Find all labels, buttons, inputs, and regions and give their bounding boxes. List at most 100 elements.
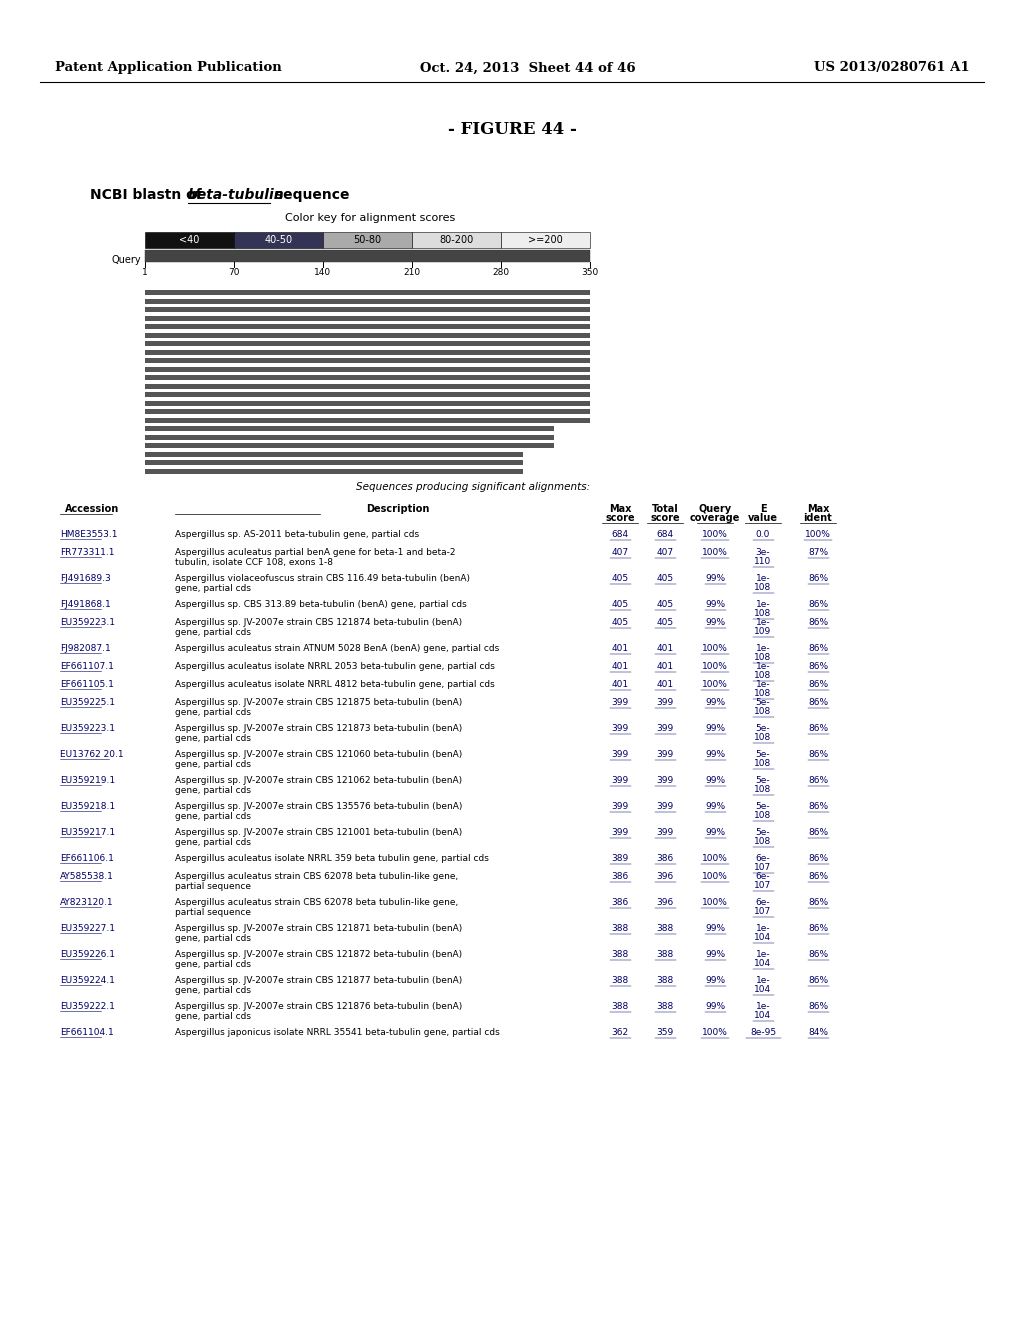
Text: gene, partial cds: gene, partial cds bbox=[175, 812, 251, 821]
Text: gene, partial cds: gene, partial cds bbox=[175, 583, 251, 593]
Text: partial sequence: partial sequence bbox=[175, 908, 251, 917]
Text: 401: 401 bbox=[656, 644, 674, 653]
Text: 5e-: 5e- bbox=[756, 698, 770, 708]
Text: 388: 388 bbox=[611, 924, 629, 933]
Text: 399: 399 bbox=[611, 723, 629, 733]
Text: 86%: 86% bbox=[808, 680, 828, 689]
Text: 100%: 100% bbox=[702, 1028, 728, 1038]
Text: 108: 108 bbox=[755, 708, 772, 715]
Bar bbox=[145, 232, 234, 248]
Text: 396: 396 bbox=[656, 873, 674, 880]
Text: 388: 388 bbox=[611, 1002, 629, 1011]
Text: FJ491689.3: FJ491689.3 bbox=[60, 574, 111, 583]
Text: 99%: 99% bbox=[705, 803, 725, 810]
Bar bbox=[234, 232, 323, 248]
Bar bbox=[145, 323, 590, 329]
Bar bbox=[145, 459, 523, 465]
Text: partial sequence: partial sequence bbox=[175, 882, 251, 891]
Text: 399: 399 bbox=[656, 828, 674, 837]
Text: 99%: 99% bbox=[705, 975, 725, 985]
Text: 108: 108 bbox=[755, 759, 772, 768]
Text: 684: 684 bbox=[611, 531, 629, 539]
Text: gene, partial cds: gene, partial cds bbox=[175, 760, 251, 770]
Text: 405: 405 bbox=[656, 618, 674, 627]
Bar bbox=[145, 333, 590, 338]
Text: 100%: 100% bbox=[702, 680, 728, 689]
Text: 386: 386 bbox=[611, 873, 629, 880]
Text: EU359223.1: EU359223.1 bbox=[60, 618, 115, 627]
Text: EU359222.1: EU359222.1 bbox=[60, 1002, 115, 1011]
Text: 100%: 100% bbox=[702, 898, 728, 907]
Text: tubulin, isolate CCF 108, exons 1-8: tubulin, isolate CCF 108, exons 1-8 bbox=[175, 558, 333, 568]
Text: 86%: 86% bbox=[808, 924, 828, 933]
Text: 99%: 99% bbox=[705, 601, 725, 609]
Text: Aspergillus aculeatus isolate NRRL 4812 beta-tubulin gene, partial cds: Aspergillus aculeatus isolate NRRL 4812 … bbox=[175, 680, 495, 689]
Text: 86%: 86% bbox=[808, 750, 828, 759]
Text: 401: 401 bbox=[656, 663, 674, 671]
Text: 684: 684 bbox=[656, 531, 674, 539]
Text: 99%: 99% bbox=[705, 574, 725, 583]
Text: gene, partial cds: gene, partial cds bbox=[175, 1012, 251, 1020]
Text: Aspergillus aculeatus isolate NRRL 2053 beta-tubulin gene, partial cds: Aspergillus aculeatus isolate NRRL 2053 … bbox=[175, 663, 495, 671]
Bar bbox=[145, 444, 554, 447]
Text: 399: 399 bbox=[611, 698, 629, 708]
Text: EU359226.1: EU359226.1 bbox=[60, 950, 115, 960]
Text: 99%: 99% bbox=[705, 828, 725, 837]
Text: 5e-: 5e- bbox=[756, 723, 770, 733]
Text: Aspergillus sp. JV-2007e strain CBS 121062 beta-tubulin (benA): Aspergillus sp. JV-2007e strain CBS 1210… bbox=[175, 776, 462, 785]
Text: 99%: 99% bbox=[705, 618, 725, 627]
Text: 5e-: 5e- bbox=[756, 776, 770, 785]
Text: 1e-: 1e- bbox=[756, 574, 770, 583]
Text: Aspergillus sp. JV-2007e strain CBS 121872 beta-tubulin (benA): Aspergillus sp. JV-2007e strain CBS 1218… bbox=[175, 950, 462, 960]
Text: Aspergillus sp. JV-2007e strain CBS 121060 beta-tubulin (benA): Aspergillus sp. JV-2007e strain CBS 1210… bbox=[175, 750, 462, 759]
Text: Aspergillus sp. JV-2007e strain CBS 121875 beta-tubulin (benA): Aspergillus sp. JV-2007e strain CBS 1218… bbox=[175, 698, 462, 708]
Text: 388: 388 bbox=[656, 975, 674, 985]
Text: 99%: 99% bbox=[705, 750, 725, 759]
Bar bbox=[323, 232, 412, 248]
Text: 388: 388 bbox=[656, 950, 674, 960]
Text: 40-50: 40-50 bbox=[264, 235, 293, 246]
Text: 86%: 86% bbox=[808, 873, 828, 880]
Text: 1: 1 bbox=[142, 268, 147, 277]
Text: 405: 405 bbox=[611, 618, 629, 627]
Text: 359: 359 bbox=[656, 1028, 674, 1038]
Text: EU359218.1: EU359218.1 bbox=[60, 803, 115, 810]
Text: 104: 104 bbox=[755, 960, 771, 968]
Text: 405: 405 bbox=[656, 574, 674, 583]
Text: 407: 407 bbox=[656, 548, 674, 557]
Text: 1e-: 1e- bbox=[756, 680, 770, 689]
Text: 1e-: 1e- bbox=[756, 601, 770, 609]
Text: 86%: 86% bbox=[808, 898, 828, 907]
Text: Sequences producing significant alignments:: Sequences producing significant alignmen… bbox=[356, 482, 590, 492]
Text: 109: 109 bbox=[755, 627, 772, 636]
Text: 5e-: 5e- bbox=[756, 750, 770, 759]
Text: Color key for alignment scores: Color key for alignment scores bbox=[285, 213, 455, 223]
Text: 86%: 86% bbox=[808, 975, 828, 985]
Text: Aspergillus sp. JV-2007e strain CBS 121873 beta-tubulin (benA): Aspergillus sp. JV-2007e strain CBS 1218… bbox=[175, 723, 462, 733]
Text: 80-200: 80-200 bbox=[439, 235, 474, 246]
Text: 399: 399 bbox=[656, 803, 674, 810]
Text: 140: 140 bbox=[314, 268, 332, 277]
Text: 1e-: 1e- bbox=[756, 663, 770, 671]
Text: 84%: 84% bbox=[808, 1028, 828, 1038]
Text: 108: 108 bbox=[755, 653, 772, 663]
Text: Oct. 24, 2013  Sheet 44 of 46: Oct. 24, 2013 Sheet 44 of 46 bbox=[420, 62, 636, 74]
Text: 50-80: 50-80 bbox=[353, 235, 382, 246]
Text: 405: 405 bbox=[611, 574, 629, 583]
Text: ident: ident bbox=[804, 513, 833, 523]
Text: 399: 399 bbox=[656, 723, 674, 733]
Text: Aspergillus aculeatus strain ATNUM 5028 BenA (benA) gene, partial cds: Aspergillus aculeatus strain ATNUM 5028 … bbox=[175, 644, 500, 653]
Bar bbox=[145, 426, 554, 432]
Text: EU13762 20.1: EU13762 20.1 bbox=[60, 750, 124, 759]
Text: 100%: 100% bbox=[805, 531, 830, 539]
Text: 86%: 86% bbox=[808, 828, 828, 837]
Text: 104: 104 bbox=[755, 1011, 771, 1020]
Text: EU359224.1: EU359224.1 bbox=[60, 975, 115, 985]
Text: Aspergillus japonicus isolate NRRL 35541 beta-tubulin gene, partial cds: Aspergillus japonicus isolate NRRL 35541… bbox=[175, 1028, 500, 1038]
Text: Aspergillus sp. JV-2007e strain CBS 121877 beta-tubulin (benA): Aspergillus sp. JV-2007e strain CBS 1218… bbox=[175, 975, 462, 985]
Bar bbox=[145, 400, 590, 405]
Text: EF661106.1: EF661106.1 bbox=[60, 854, 114, 863]
Text: 6e-: 6e- bbox=[756, 854, 770, 863]
Bar bbox=[145, 417, 590, 422]
Text: >=200: >=200 bbox=[528, 235, 563, 246]
